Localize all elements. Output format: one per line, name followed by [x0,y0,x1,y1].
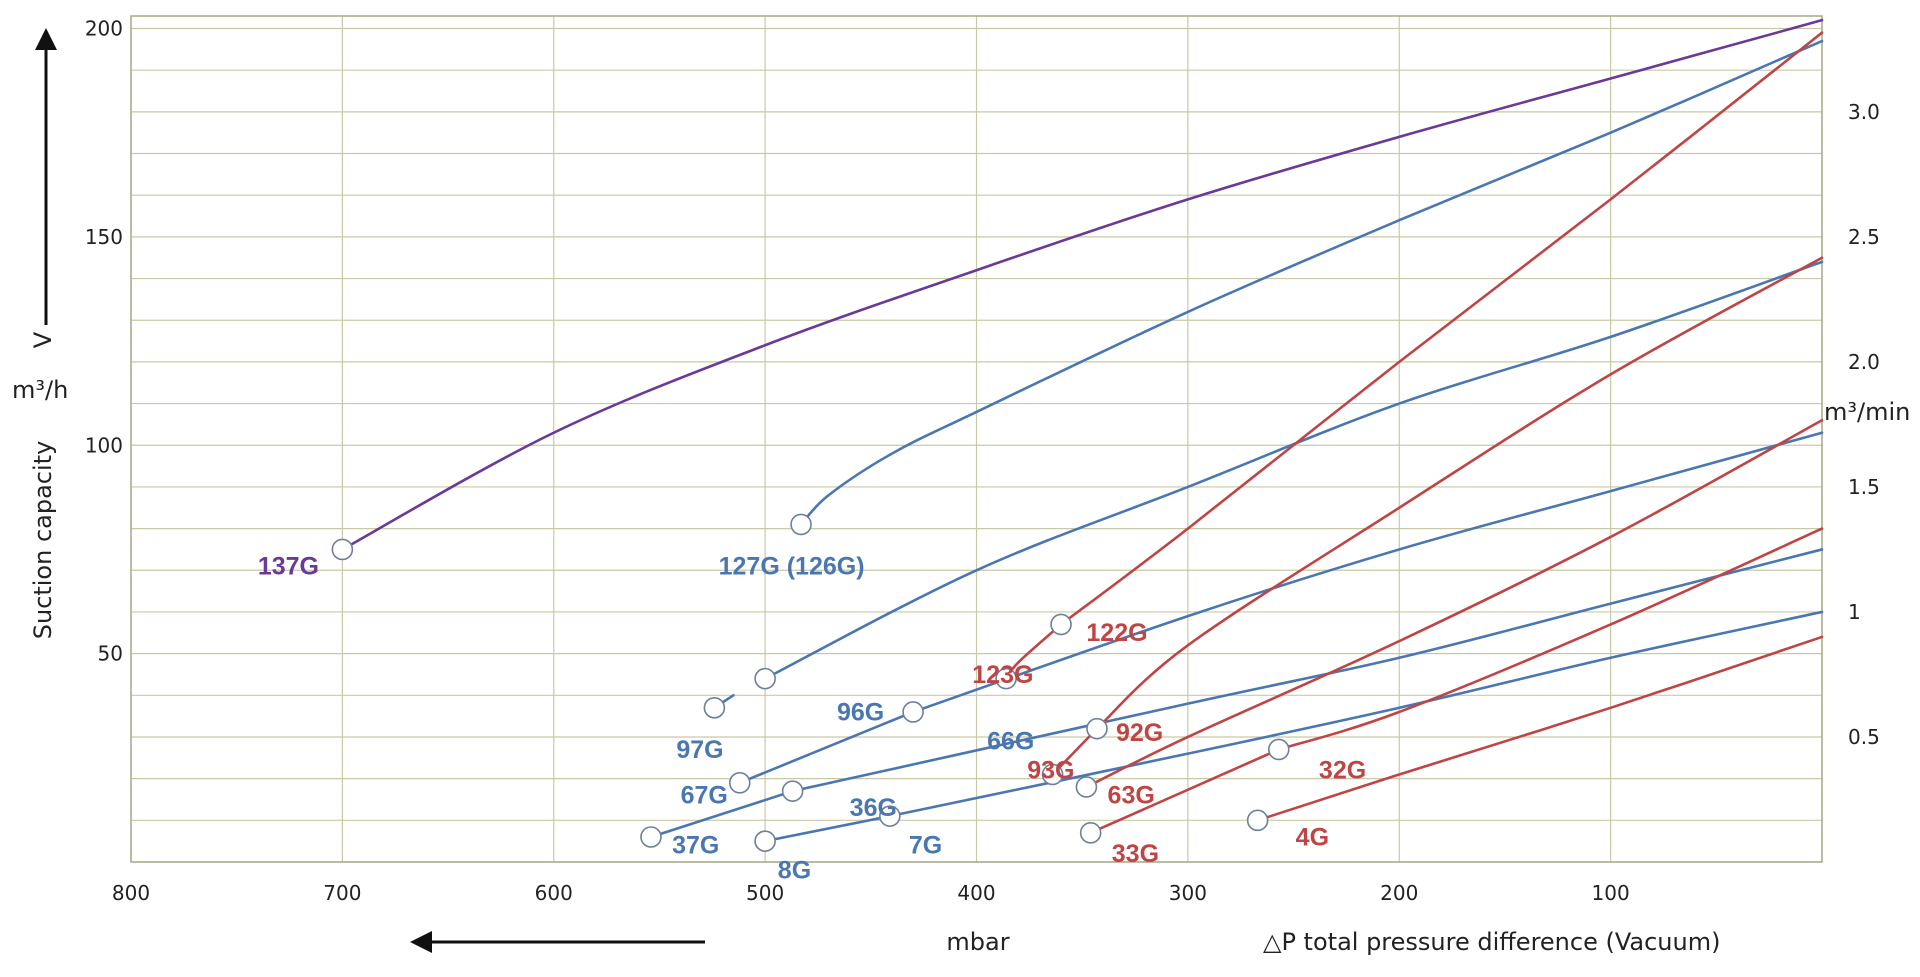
y-tick-label: 50 [98,642,123,666]
x-tick-label: 400 [957,881,995,905]
curve-label: 33G [1112,840,1159,868]
x-tick-label: 100 [1592,881,1630,905]
plot-grid [130,16,1823,863]
curve-end-marker [703,697,726,719]
y2-tick-label: 1.5 [1848,475,1880,499]
curve-label: 97G [676,736,723,764]
plot-frame [130,15,1823,863]
series-line-33g [1089,748,1281,835]
y-axis-title: Suction capacity [29,441,57,640]
curve-end-marker [1246,809,1269,832]
curve-label: 36G [850,794,897,822]
y2-tick-label: 2.5 [1848,225,1880,249]
curve-label: 66G [987,727,1034,755]
curve-end-marker [790,513,812,536]
y2-tick-label: 2.0 [1848,350,1880,374]
series-line-127g-126g [799,39,1824,526]
y2-tick-label: 3.0 [1848,100,1880,124]
y2-tick-label: 0.5 [1848,725,1880,749]
y2-axis-unit: m³/min [1824,398,1910,426]
y-tick-label: 200 [85,17,123,41]
series-line-92g [1095,256,1824,730]
curve-end-marker [728,772,751,794]
x-axis-description: △P total pressure difference (Vacuum) [1263,928,1720,956]
series-line-137g [341,18,1824,551]
series-line-7g [888,610,1824,818]
curve-label: 92G [1116,719,1163,747]
curve-end-marker [1050,613,1072,636]
curve-end-marker [781,780,804,802]
curve-label: 67G [681,782,728,810]
y2-axis-ticks: 3.0 2.5 2.0 1.5 1 0.5 [1848,100,1880,749]
curve-label: 122G [1086,619,1147,647]
curve-label: 37G [672,832,719,860]
series-line-8g [763,814,892,843]
curve-end-marker [1075,776,1098,798]
series-line-67g [738,710,915,785]
curves [341,18,1824,843]
y-axis-symbol: V [29,331,57,348]
curve-end-marker [1267,738,1290,761]
x-tick-label: 500 [746,881,784,905]
curve-label: 127G (126G) [719,552,865,580]
curve-end-marker [879,805,901,827]
series-line-32g [1277,527,1824,751]
curve-end-marker [754,667,776,690]
y-axis-unit: m³/h [12,376,68,404]
curve-label: 8G [778,857,811,885]
curve-end-marker [1079,822,1102,844]
x-tick-label: 300 [1169,881,1207,905]
series-line-36g [791,548,1824,793]
curve-end-marker [995,667,1017,690]
series-line-66g [911,431,1824,714]
series-line-96g [763,260,1824,680]
curve-label: 137G [258,552,319,580]
curve-label: 96G [837,698,884,726]
y-axis-ticks: 200 150 100 50 [85,17,123,666]
x-axis-title: mbar [946,928,1009,956]
curve-label: 4G [1296,823,1329,851]
series-line-4g [1256,635,1824,822]
x-tick-label: 800 [112,881,150,905]
curve-label: 123G [972,661,1033,689]
y2-tick-label: 1 [1848,600,1861,624]
curve-end-marker [640,826,662,848]
y-tick-label: 150 [85,225,123,249]
curve-end-markers [331,513,1290,852]
y-axis-arrow-head [35,28,57,50]
x-tick-label: 600 [535,881,573,905]
x-axis-arrow-head [410,931,432,953]
series-line-63g [1085,418,1824,789]
curve-end-marker [754,830,776,852]
x-tick-label: 700 [323,881,361,905]
series-line-122g [1059,31,1824,626]
curve-label: 32G [1319,757,1366,785]
x-tick-label: 200 [1380,881,1418,905]
curve-labels: 137G 127G (126G) 96G 97G 66G 67G 36G 37G 7G 8G 122… [258,552,1366,884]
curve-end-marker [1086,717,1108,740]
curve-end-marker [902,701,924,723]
curve-label: 63G [1108,782,1155,810]
x-axis-ticks: 800 700 600 500 400 300 200 100 [112,881,1630,905]
y-tick-label: 100 [85,433,123,457]
curve-label: 7G [909,832,942,860]
curve-label: 93G [1027,757,1074,785]
series-line-37g [649,789,794,839]
curve-end-marker [1041,763,1064,786]
curve-end-marker [331,538,354,561]
